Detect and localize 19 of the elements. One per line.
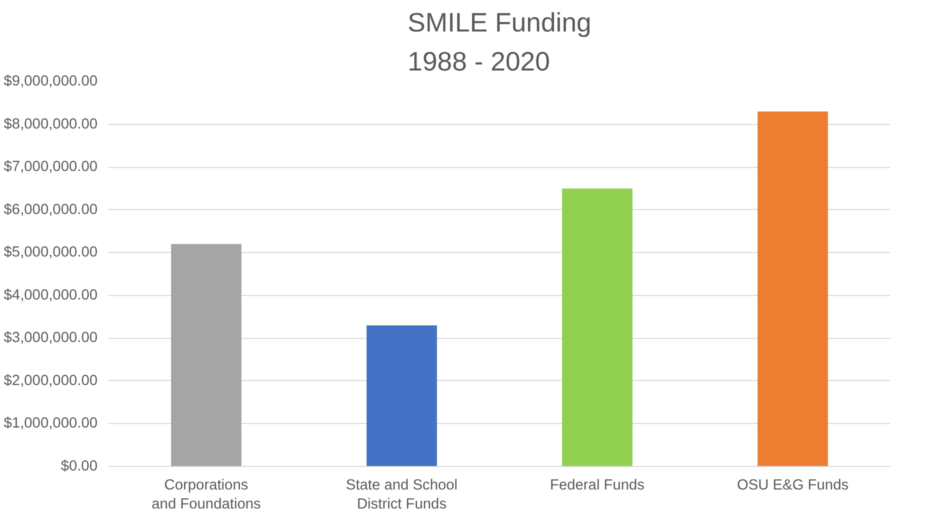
y-tick-label: $5,000,000.00: [4, 244, 98, 261]
bar: [171, 244, 242, 466]
bar: [366, 325, 437, 466]
y-tick-label: $2,000,000.00: [4, 372, 98, 389]
y-tick-label: $0.00: [60, 458, 98, 474]
x-tick-label: OSU E&G Funds: [736, 478, 849, 494]
chart-title: SMILE Funding 1988 - 2020: [408, 8, 592, 76]
x-tick-label: State and School District Funds: [346, 478, 458, 513]
x-tick-label: Corporations and Foundations: [152, 478, 261, 513]
y-tick-label: $8,000,000.00: [4, 116, 98, 132]
bar: [562, 188, 632, 466]
y-tick-label: $1,000,000.00: [4, 416, 98, 432]
y-tick-label: $6,000,000.00: [4, 202, 98, 218]
y-tick-label: $3,000,000.00: [4, 330, 98, 346]
y-tick-label: $7,000,000.00: [4, 159, 98, 176]
bar: [758, 111, 828, 466]
y-tick-label: $4,000,000.00: [4, 287, 98, 304]
x-tick-label: Federal Funds: [550, 478, 644, 494]
y-tick-label: $9,000,000.00: [4, 74, 98, 90]
